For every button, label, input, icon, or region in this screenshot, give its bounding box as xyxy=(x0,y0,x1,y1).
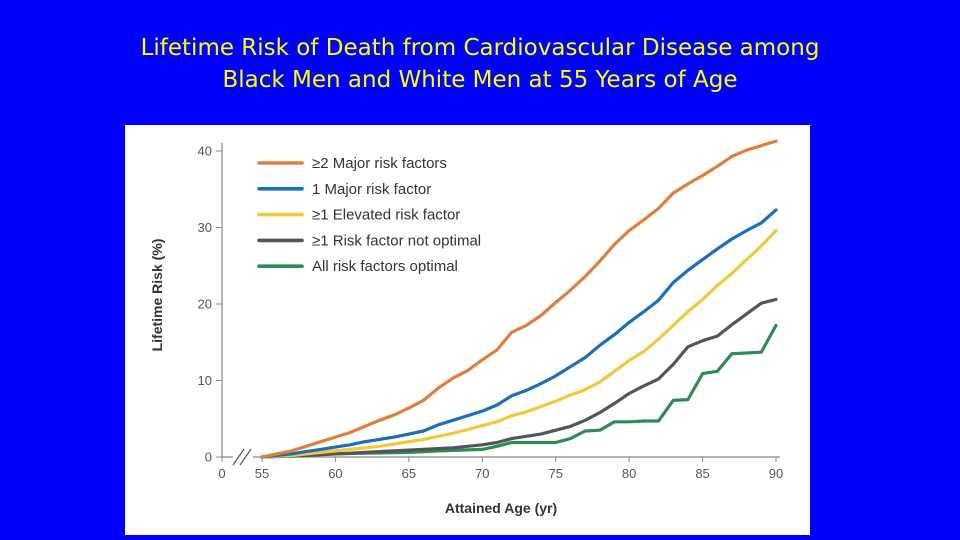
x-tick-label: 65 xyxy=(402,466,416,481)
y-tick-label: 20 xyxy=(198,297,212,312)
risk-chart: 0 55 60 65 70 75 80 85 90 0 10 20 30 40 ≥2 Major risk… xyxy=(149,139,784,516)
x-tick-label: 90 xyxy=(769,466,783,481)
legend-label-5: All risk factors optimal xyxy=(312,258,458,275)
legend-label-2: 1 Major risk factor xyxy=(312,181,431,198)
slide-title-line-1: Lifetime Risk of Death from Cardiovascul… xyxy=(140,35,820,61)
series-line-4 xyxy=(260,297,778,459)
chart-series-lines xyxy=(260,139,778,459)
x-tick-label: 85 xyxy=(695,466,709,481)
legend-label-3: ≥1 Elevated risk factor xyxy=(312,207,460,224)
chart-axes xyxy=(221,143,780,458)
legend-label-1: ≥2 Major risk factors xyxy=(312,155,447,172)
series-line-2 xyxy=(260,208,778,459)
slide-title: Lifetime Risk of Death from Cardiovascul… xyxy=(0,32,960,96)
x-tick-label: 0 xyxy=(218,466,225,481)
y-axis-title: Lifetime Risk (%) xyxy=(149,239,165,352)
series-line-3 xyxy=(260,228,778,459)
axis-break-icon xyxy=(232,448,253,466)
chart-ticks: 0 55 60 65 70 75 80 85 90 0 10 20 30 40 xyxy=(198,144,784,482)
slide-title-line-2: Black Men and White Men at 55 Years of A… xyxy=(222,67,738,93)
x-tick-label: 80 xyxy=(622,466,636,481)
series-line-5 xyxy=(260,323,778,459)
x-axis-title: Attained Age (yr) xyxy=(445,500,557,516)
x-tick-label: 55 xyxy=(255,466,269,481)
y-tick-label: 10 xyxy=(198,373,212,388)
x-tick-label: 70 xyxy=(475,466,489,481)
legend-label-4: ≥1 Risk factor not optimal xyxy=(312,232,481,249)
y-tick-label: 40 xyxy=(198,144,212,159)
chart-legend: ≥2 Major risk factors 1 Major risk factor… xyxy=(257,155,481,275)
x-tick-label: 60 xyxy=(328,466,342,481)
series-line-1 xyxy=(260,139,778,459)
x-tick-label: 75 xyxy=(548,466,562,481)
chart-panel: 0 55 60 65 70 75 80 85 90 0 10 20 30 40 ≥2 Major risk… xyxy=(125,125,810,535)
y-tick-label: 30 xyxy=(198,220,212,235)
y-tick-label: 0 xyxy=(205,450,212,465)
